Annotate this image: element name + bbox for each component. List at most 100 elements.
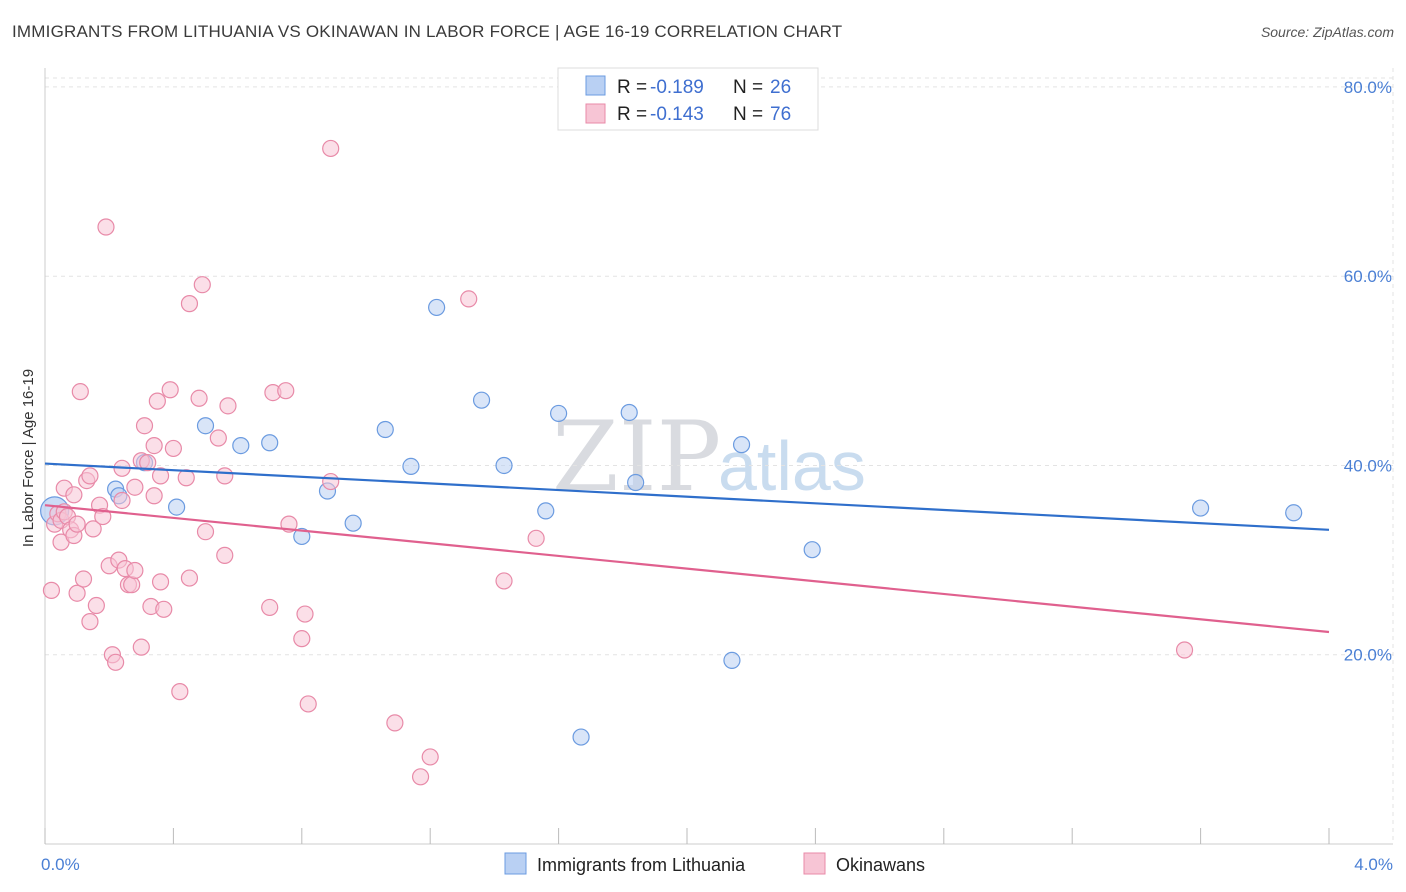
okinawan-point-22 xyxy=(97,218,115,236)
okinawan-point-10 xyxy=(65,486,83,504)
lithuania-point-21 xyxy=(723,651,741,670)
legend-swatch-blue xyxy=(585,75,606,96)
okinawan-point-53 xyxy=(196,523,215,541)
lithuania-point-16 xyxy=(537,502,555,520)
okinawan-point-60 xyxy=(277,382,295,400)
data-points xyxy=(40,139,1303,786)
okinawan-point-33 xyxy=(126,478,144,496)
okinawan-point-19 xyxy=(87,596,105,615)
okinawan-point-72 xyxy=(527,529,545,547)
okinawan-point-14 xyxy=(74,570,93,588)
y-tick-label-1: 40.0% xyxy=(1344,456,1392,475)
bottom-legend-label-blue: Immigrants from Lithuania xyxy=(537,855,746,875)
tick-labels: 20.0% 40.0% 60.0% 80.0% 0.0% 4.0% xyxy=(41,78,1393,874)
y-tick-label-3: 80.0% xyxy=(1344,78,1392,97)
y-tick-label-0: 20.0% xyxy=(1344,646,1392,665)
okinawan-point-54 xyxy=(209,429,227,447)
lithuania-point-24 xyxy=(1191,499,1210,517)
legend-r-label-blue: R = xyxy=(617,77,647,98)
lithuania-point-8 xyxy=(293,527,311,546)
okinawan-point-57 xyxy=(219,397,237,415)
legend-r-value-pink: -0.143 xyxy=(650,104,704,125)
bottom-legend: Immigrants from Lithuania Okinawans xyxy=(504,852,925,875)
okinawan-point-68 xyxy=(411,768,430,786)
legend-r-value-blue: -0.189 xyxy=(650,77,704,98)
axes xyxy=(44,68,1393,845)
lithuania-point-6 xyxy=(232,436,250,455)
okinawan-point-39 xyxy=(145,487,163,505)
lithuania-point-4 xyxy=(168,498,186,516)
okinawan-point-46 xyxy=(164,439,182,458)
okinawan-point-64 xyxy=(299,695,317,713)
bottom-legend-swatch-blue xyxy=(504,852,527,875)
legend-n-label-blue: N = xyxy=(733,77,763,98)
lithuania-point-22 xyxy=(732,436,751,454)
okinawan-point-32 xyxy=(126,561,144,580)
okinawan-point-12 xyxy=(68,584,86,602)
okinawan-point-51 xyxy=(190,389,208,407)
okinawan-point-47 xyxy=(171,683,189,701)
lithuania-trend-line xyxy=(44,462,1330,531)
lithuania-point-18 xyxy=(572,728,590,746)
okinawan-point-49 xyxy=(180,295,199,313)
okinawan-point-11 xyxy=(68,515,86,533)
okinawan-point-67 xyxy=(386,714,404,732)
okinawan-point-21 xyxy=(94,507,112,526)
okinawan-point-66 xyxy=(322,139,340,158)
okinawan-point-17 xyxy=(81,613,99,631)
lithuania-point-10 xyxy=(344,514,362,532)
lithuania-point-13 xyxy=(428,298,446,317)
lithuania-point-11 xyxy=(376,420,394,439)
okinawan-point-31 xyxy=(123,576,141,594)
okinawan-point-40 xyxy=(145,436,163,455)
okinawan-point-45 xyxy=(161,381,179,399)
y-tick-label-2: 60.0% xyxy=(1344,267,1392,286)
x-tick-label-1: 4.0% xyxy=(1354,855,1393,874)
okinawan-point-36 xyxy=(135,417,154,435)
okinawan-point-41 xyxy=(148,392,166,410)
okinawan-point-37 xyxy=(139,454,157,472)
okinawan-point-58 xyxy=(261,598,279,617)
okinawan-point-43 xyxy=(151,573,170,591)
x-tick-label-0: 0.0% xyxy=(41,855,80,874)
chart-title: IMMIGRANTS FROM LITHUANIA VS OKINAWAN IN… xyxy=(12,22,843,41)
lithuania-point-20 xyxy=(627,473,645,492)
legend-n-value-pink: 76 xyxy=(770,104,791,125)
okinawan-trend-line xyxy=(44,504,1330,634)
lithuania-point-14 xyxy=(472,391,491,409)
y-axis-label: In Labor Force | Age 16-19 xyxy=(20,369,37,547)
okinawan-point-18 xyxy=(84,520,102,538)
okinawan-point-65 xyxy=(322,472,340,491)
lithuania-point-25 xyxy=(1285,504,1303,522)
lithuania-point-17 xyxy=(549,404,568,423)
lithuania-point-12 xyxy=(402,457,420,476)
lithuania-point-23 xyxy=(803,541,821,559)
legend-n-value-blue: 26 xyxy=(770,77,791,98)
legend-n-label-pink: N = xyxy=(733,104,763,125)
okinawan-point-0 xyxy=(42,581,61,599)
legend-r-label-pink: R = xyxy=(617,104,647,125)
okinawan-point-55 xyxy=(216,467,234,485)
okinawan-point-52 xyxy=(193,276,211,294)
legend-swatch-pink xyxy=(585,103,606,124)
trend-lines xyxy=(44,462,1330,634)
okinawan-point-73 xyxy=(1175,641,1194,659)
okinawan-point-63 xyxy=(296,605,314,623)
bottom-legend-label-pink: Okinawans xyxy=(836,855,925,875)
legend: R = -0.189 N = 26 R = -0.143 N = 76 xyxy=(557,67,819,131)
bottom-legend-swatch-pink xyxy=(803,852,826,875)
okinawan-point-42 xyxy=(151,467,170,485)
okinawan-point-16 xyxy=(81,467,99,485)
okinawan-point-35 xyxy=(132,638,150,656)
okinawan-point-25 xyxy=(107,653,125,671)
okinawan-point-56 xyxy=(216,546,234,564)
lithuania-point-5 xyxy=(196,417,215,435)
okinawan-point-70 xyxy=(460,290,478,308)
okinawan-point-28 xyxy=(113,491,131,510)
source-credit: Source: ZipAtlas.com xyxy=(1260,24,1394,40)
lithuania-point-7 xyxy=(261,434,279,452)
okinawan-point-50 xyxy=(180,569,199,587)
lithuania-point-15 xyxy=(495,456,513,475)
lithuania-point-19 xyxy=(620,403,638,422)
